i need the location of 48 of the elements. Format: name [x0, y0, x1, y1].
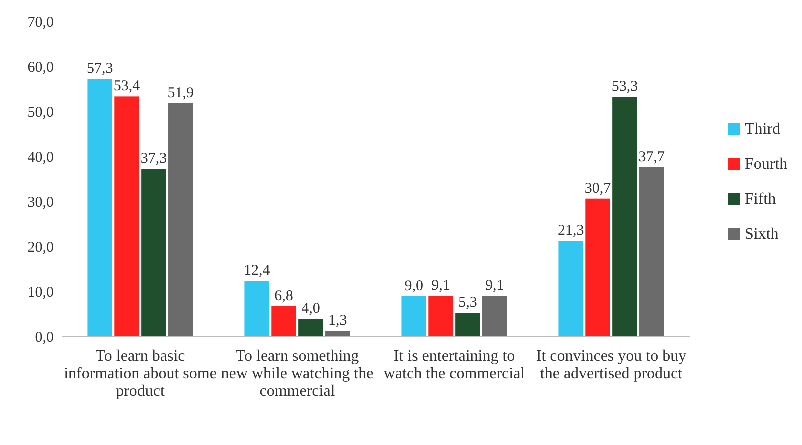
- data-label: 9,1: [486, 278, 504, 294]
- bar: [428, 296, 454, 337]
- y-tick-label: 10,0: [28, 284, 54, 301]
- data-label: 9,0: [404, 278, 424, 294]
- data-label: 53,4: [114, 78, 141, 95]
- data-label: 51,9: [168, 85, 194, 102]
- bar: [612, 97, 638, 337]
- bar: [272, 306, 296, 337]
- data-label: 12,4: [244, 263, 271, 280]
- x-tick-label: It convinces you to buy the advertised product: [536, 348, 687, 383]
- data-label: 30,7: [584, 180, 612, 197]
- bar: [558, 241, 584, 337]
- bar: [402, 296, 426, 337]
- legend-label: Fourth: [745, 156, 788, 173]
- y-tick-label: 0,0: [35, 330, 54, 346]
- data-label: 21,3: [558, 223, 584, 240]
- y-tick-label: 70,0: [28, 14, 54, 31]
- y-tick-label: 30,0: [28, 194, 54, 211]
- y-tick-label: 40,0: [28, 150, 54, 166]
- data-label: 53,3: [612, 79, 638, 96]
- bar: [326, 331, 350, 337]
- bar: [456, 313, 480, 337]
- bar: [142, 169, 166, 337]
- bar: [586, 198, 610, 337]
- x-tick-label: It is entertaining to watch the commercial: [384, 348, 526, 383]
- data-label: 37,3: [140, 151, 168, 168]
- bar: [244, 281, 270, 337]
- data-label: 37,7: [638, 149, 666, 166]
- data-label: 57,3: [86, 61, 114, 78]
- y-tick-label: 60,0: [28, 60, 54, 76]
- bar: [168, 103, 194, 337]
- y-tick-label: 20,0: [28, 240, 54, 256]
- data-label: 1,3: [328, 313, 348, 330]
- legend-label: Fifth: [745, 191, 776, 208]
- data-label: 4,0: [302, 301, 320, 317]
- legend-label: Third: [745, 121, 781, 138]
- bar: [298, 319, 324, 337]
- bar: [114, 96, 140, 337]
- data-label: 5,3: [458, 295, 478, 312]
- bar: [640, 167, 664, 337]
- y-tick-label: 50,0: [28, 104, 54, 121]
- bar: [88, 79, 112, 337]
- legend-label: Sixth: [745, 226, 779, 243]
- x-tick-label: To learn basic information about some product: [64, 348, 217, 400]
- bar: [482, 296, 508, 337]
- x-tick-label: To learn something new while watching the commercial: [221, 348, 374, 400]
- data-label: 6,8: [274, 288, 294, 304]
- data-label: 9,1: [432, 278, 450, 294]
